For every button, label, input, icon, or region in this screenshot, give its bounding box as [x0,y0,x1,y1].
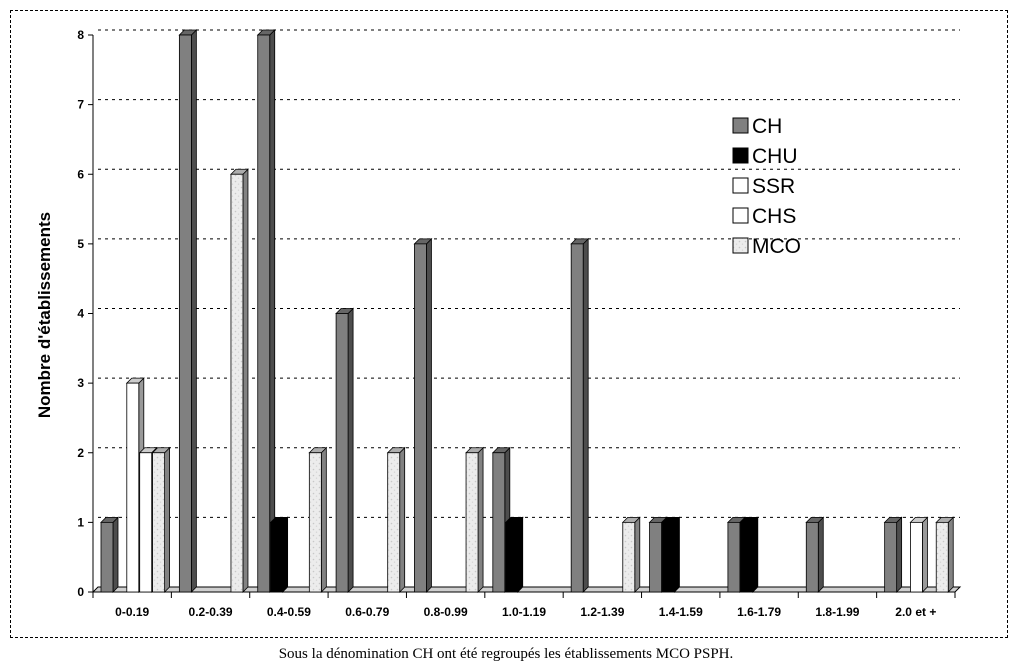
bar-chu [661,516,681,593]
grid-lines [98,29,960,518]
bar-ch [570,237,590,593]
legend-swatch [732,177,749,194]
y-tick-label: 8 [77,28,84,42]
x-tick-label: 1.4-1.59 [659,605,703,619]
legend-label: CHU [752,145,798,168]
legend-item-chs: CHS [732,205,796,228]
legend-swatch [732,207,749,224]
legend-swatch [732,117,749,134]
bar-ch [335,307,355,593]
legend-label: CHS [752,205,796,228]
legend-item-ssr: SSR [732,175,795,198]
bar-mco [935,516,955,593]
x-tick-label: 1.2-1.39 [580,605,624,619]
bar-ch [256,29,276,593]
bar-mco [229,168,249,593]
x-tick-label: 2.0 et + [895,605,936,619]
legend-label: CH [752,115,782,138]
bar-mco [465,446,485,593]
y-tick-label: 0 [77,585,84,599]
bar-chu [504,516,524,593]
y-axis-label: Nombre d'établissements [35,212,54,418]
x-tick-label: 0-0.19 [115,605,149,619]
x-tick-label: 0.2-0.39 [189,605,233,619]
bar-ch [100,516,119,593]
legend-label: SSR [752,175,795,198]
bar-chu [739,516,759,593]
bar-mco [386,446,406,593]
bar-mco [621,516,641,593]
bar-ch [491,446,511,593]
legend-item-mco: MCO [732,235,801,258]
x-tick-label: 1.8-1.99 [815,605,859,619]
legend-swatch [732,237,749,254]
legend-label: MCO [752,235,801,258]
axes [88,34,962,598]
x-tick-label: 0.8-0.99 [424,605,468,619]
y-tick-label: 7 [77,98,84,112]
x-tick-label: 1.0-1.19 [502,605,546,619]
legend-swatch [732,147,749,164]
x-tick-label: 1.6-1.79 [737,605,781,619]
bar-ch [178,29,198,593]
y-tick-label: 5 [77,237,84,251]
bar-chu [269,516,289,593]
y-tick-label: 2 [77,446,84,460]
chart-frame [10,10,1008,638]
y-tick-label: 6 [77,167,84,181]
legend: CH CHU SSR CHS MCO [732,115,801,258]
legend-item-ch: CH [732,115,782,138]
y-tick-label: 1 [77,515,84,529]
bar-mco [151,446,171,593]
chart-caption: Sous la dénomination CH ont été regroupé… [278,646,734,662]
bar-ch [413,237,433,593]
bar-mco [308,446,328,593]
x-tick-label: 0.6-0.79 [345,605,389,619]
legend-item-chu: CHU [732,145,798,168]
bar-ssr [909,516,929,593]
x-axis-floor [91,586,962,593]
y-tick-label: 4 [77,307,84,321]
x-tick-label: 0.4-0.59 [267,605,311,619]
tick-labels: 0 1 2 3 4 5 6 7 8 0-0.19 0.2-0.39 0.4-0.59 0.6-0.79 0… [77,28,936,619]
bar-ch [805,516,825,593]
y-tick-label: 3 [77,376,84,390]
bars [100,29,955,593]
bar-ch [883,516,903,593]
